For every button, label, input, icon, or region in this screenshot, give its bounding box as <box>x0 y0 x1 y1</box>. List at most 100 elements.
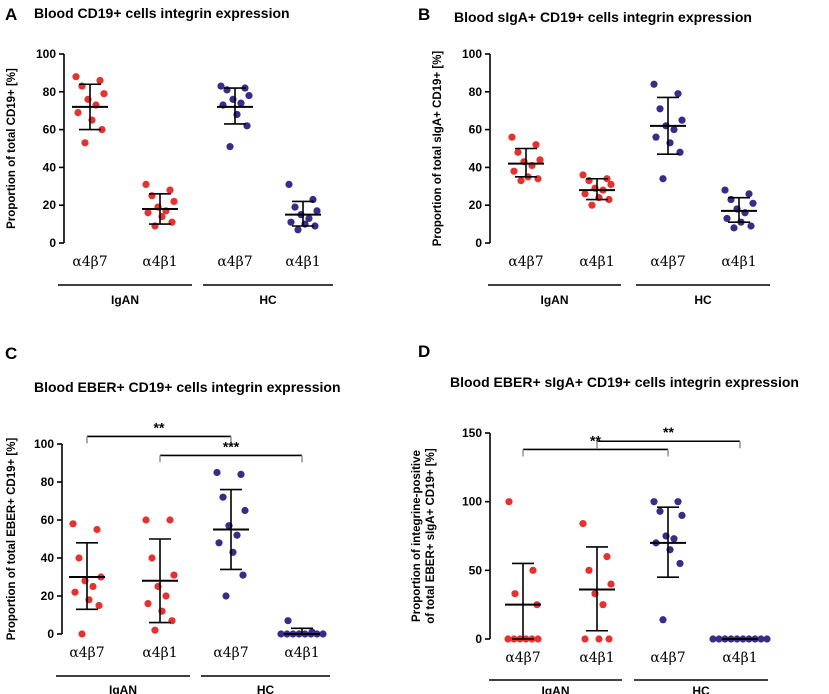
data-point <box>588 201 596 209</box>
data-point <box>579 171 587 179</box>
data-point <box>93 525 101 534</box>
data-point <box>505 498 513 506</box>
x-category-label: α4β1 <box>579 254 614 270</box>
y-tick-label: 50 <box>469 563 483 577</box>
panel-c: C Blood EBER+ CD19+ cells integrin expres… <box>5 344 341 694</box>
y-tick-label: 80 <box>43 85 57 99</box>
data-point <box>674 498 682 506</box>
data-point <box>285 180 293 189</box>
x-category-label: α4β7 <box>72 254 107 270</box>
y-tick-label: 100 <box>34 437 54 451</box>
x-category-label: α4β7 <box>217 254 252 270</box>
data-point <box>511 590 519 598</box>
data-point <box>287 218 295 226</box>
data-point <box>170 197 178 206</box>
data-point <box>670 126 678 134</box>
data-point <box>514 148 522 156</box>
chart-title: Blood CD19+ cells integrin expression <box>34 5 290 21</box>
chart-title: Blood EBER+ sIgA+ CD19+ cells integrin e… <box>450 374 799 390</box>
data-point <box>215 539 223 547</box>
data-point <box>745 190 753 198</box>
data-point <box>757 635 765 643</box>
y-tick-label: 20 <box>469 198 483 212</box>
chart-title: Blood sIgA+ CD19+ cells integrin express… <box>454 9 752 25</box>
significance-label: ** <box>590 432 601 448</box>
data-point <box>100 90 108 98</box>
data-point <box>650 498 658 506</box>
group-label: HC <box>694 293 712 307</box>
data-point <box>142 180 150 189</box>
panel-letter: D <box>418 342 430 361</box>
x-category-label: α4β7 <box>213 645 248 661</box>
data-point <box>74 108 82 117</box>
y-tick-label: 100 <box>462 47 482 61</box>
y-tick-label: 150 <box>462 426 482 440</box>
data-point <box>213 468 221 477</box>
data-point <box>510 167 518 175</box>
data-point <box>241 506 249 515</box>
group-label: IgAN <box>111 293 139 307</box>
panel-letter: A <box>5 5 17 24</box>
y-tick-label: 0 <box>475 632 482 646</box>
y-axis-label: Proportion of total EBER+ CD19+ [%] <box>6 438 18 641</box>
data-point <box>585 566 593 574</box>
y-tick-label: 100 <box>462 495 482 509</box>
data-point <box>291 203 299 211</box>
panel-a: A Blood CD19+ cells integrin expression 0 2… <box>5 5 333 307</box>
data-point <box>217 82 225 90</box>
data-point <box>219 493 227 501</box>
data-point <box>69 520 77 528</box>
x-category-label: α4β1 <box>285 254 320 270</box>
significance-label: *** <box>223 438 240 454</box>
data-point <box>89 582 97 591</box>
data-point <box>605 635 613 643</box>
y-tick-label: 60 <box>43 123 57 137</box>
y-tick-label: 0 <box>49 236 56 250</box>
y-tick-label: 0 <box>47 627 54 641</box>
data-point <box>72 73 80 81</box>
group-label: IgAN <box>109 683 137 694</box>
data-point <box>581 635 589 643</box>
y-tick-label: 100 <box>36 47 56 61</box>
y-tick-label: 40 <box>43 160 57 174</box>
data-point <box>239 571 247 579</box>
data-point <box>222 592 230 600</box>
data-point <box>144 600 152 608</box>
data-point <box>284 617 292 625</box>
data-point <box>605 195 613 204</box>
y-axis-label: of total EBER+ sIgA+ CD19+ [%] <box>425 448 437 624</box>
data-point <box>581 190 589 198</box>
data-point <box>245 91 253 100</box>
data-point <box>95 601 103 610</box>
panel-d: D Blood EBER+ sIgA+ CD19+ cells integrin … <box>411 342 799 694</box>
data-point <box>237 99 245 107</box>
panel-letter: B <box>418 5 430 24</box>
data-point <box>656 105 664 113</box>
data-point <box>674 90 682 98</box>
data-point <box>678 116 686 124</box>
data-point <box>659 175 667 183</box>
y-axis-label: Proportion of integrine-positive <box>411 450 423 622</box>
x-category-label: α4β1 <box>722 650 757 666</box>
group-label: HC <box>259 293 277 307</box>
data-point <box>148 554 156 562</box>
data-point <box>763 635 771 643</box>
data-point <box>534 635 542 643</box>
panel-letter: C <box>5 344 17 363</box>
data-point <box>579 520 587 528</box>
data-point <box>659 616 667 624</box>
data-point <box>676 559 684 568</box>
data-point <box>233 531 241 539</box>
data-point <box>237 470 245 478</box>
y-axis-label: Proportion of total CD19+ [%] <box>6 68 18 229</box>
group-label: HC <box>692 684 710 694</box>
data-point <box>166 516 174 524</box>
data-point <box>723 214 731 223</box>
data-point <box>75 554 83 562</box>
data-point <box>532 141 540 149</box>
x-category-label: α4β1 <box>142 254 177 270</box>
data-point <box>311 222 319 230</box>
data-point <box>607 580 615 588</box>
y-tick-label: 80 <box>469 85 483 99</box>
